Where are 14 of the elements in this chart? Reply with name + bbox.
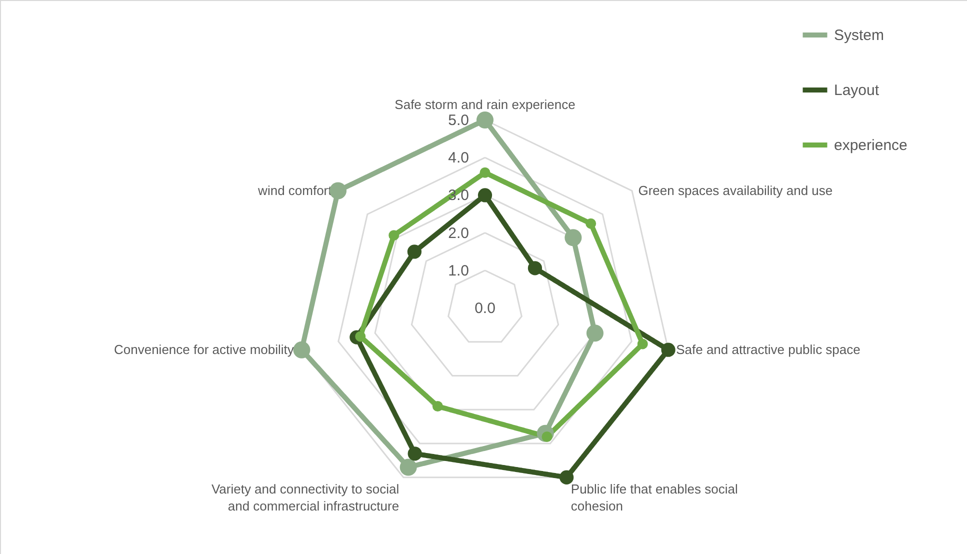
y-tick-label: 0.0 [474, 300, 496, 317]
y-tick-label: 1.0 [448, 262, 469, 280]
y-tick-label: 4.0 [448, 150, 469, 167]
y-tick-label: 5.0 [448, 112, 469, 129]
y-tick-label: 2.0 [448, 224, 469, 242]
spoke-label: Green spaces availability and use [638, 182, 833, 198]
spoke-label: Convenience for active mobility [114, 342, 294, 357]
spoke-label: Variety and connectivity to social and commercial infrastructure [211, 481, 400, 514]
legend-label: experience [834, 137, 908, 154]
spoke-label: Safe and attractive public space [676, 342, 860, 357]
legend-label: System [834, 27, 884, 44]
spoke-label: Public life that enables social cohesion [570, 481, 738, 514]
legend-label: Layout [834, 82, 880, 99]
spoke-label: Safe storm and rain experience [394, 97, 576, 112]
